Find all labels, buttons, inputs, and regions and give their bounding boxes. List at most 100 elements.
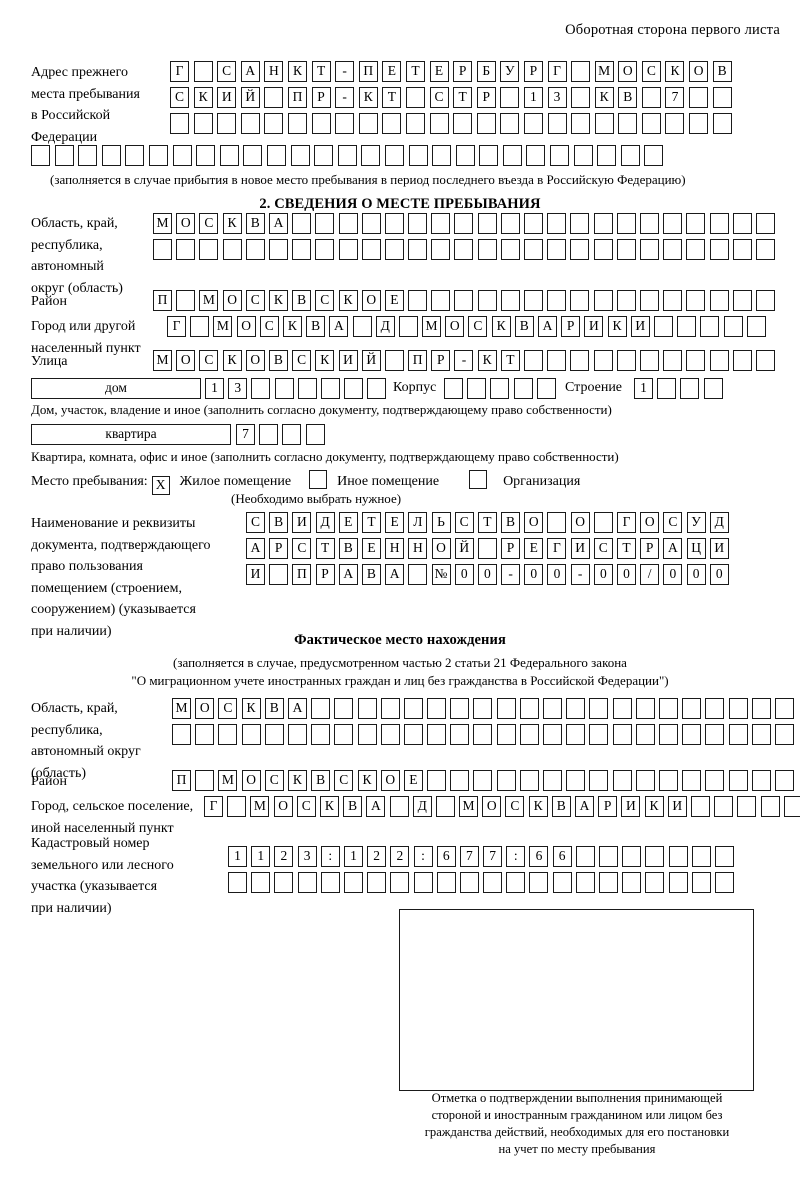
char-cell[interactable] [384,145,404,166]
char-cell[interactable] [269,564,289,585]
char-cell[interactable] [728,724,748,745]
char-cell[interactable] [547,239,567,260]
char-cell[interactable]: К [222,350,242,371]
char-cell[interactable] [519,770,539,791]
char-cell[interactable] [473,698,493,719]
char-cell[interactable] [343,872,363,893]
char-cell[interactable]: А [385,564,405,585]
char-cell[interactable]: В [514,316,534,337]
char-cell[interactable]: С [217,61,237,82]
char-cell[interactable] [712,113,732,134]
char-cell[interactable] [483,872,503,893]
char-cell[interactable] [524,239,543,260]
char-cell[interactable]: С [292,538,312,559]
char-cell[interactable]: А [329,316,349,337]
char-cell[interactable]: К [644,796,664,817]
char-cell[interactable]: 3 [547,87,567,108]
char-cell[interactable] [54,145,74,166]
char-cell[interactable] [473,770,493,791]
char-cell[interactable]: К [491,316,511,337]
char-cell[interactable] [455,145,475,166]
char-cell[interactable] [524,213,543,234]
char-cell[interactable]: К [607,316,627,337]
char-cell[interactable]: Е [338,512,358,533]
char-cell[interactable] [566,724,586,745]
char-cell[interactable] [705,724,725,745]
char-cell[interactable] [663,213,683,234]
char-cell[interactable] [473,724,493,745]
char-cell[interactable]: Т [361,512,381,533]
char-cell[interactable]: С [199,213,219,234]
char-cell[interactable]: И [217,87,237,108]
char-cell[interactable] [431,239,451,260]
char-cell[interactable] [523,113,543,134]
char-cell[interactable] [172,145,192,166]
char-cell[interactable] [665,113,685,134]
char-cell[interactable] [367,872,387,893]
char-cell[interactable] [367,378,387,399]
char-cell[interactable] [575,846,595,867]
char-cell[interactable] [403,724,423,745]
char-cell[interactable] [593,290,613,311]
char-cell[interactable]: Д [412,796,432,817]
char-cell[interactable] [690,796,710,817]
char-cell[interactable]: Р [315,564,335,585]
char-cell[interactable]: И [667,796,687,817]
char-cell[interactable]: О [195,698,215,719]
char-cell[interactable] [390,872,410,893]
char-cell[interactable] [361,213,381,234]
char-cell[interactable]: С [292,350,312,371]
cadastral-row-2[interactable] [228,872,734,893]
char-cell[interactable]: О [241,770,261,791]
char-cell[interactable] [429,113,449,134]
char-cell[interactable] [479,145,499,166]
char-cell[interactable] [547,350,567,371]
char-cell[interactable] [543,770,562,791]
char-cell[interactable]: И [292,512,312,533]
char-cell[interactable] [573,145,593,166]
char-cell[interactable] [405,87,425,108]
char-cell[interactable]: В [338,538,358,559]
char-cell[interactable] [663,290,683,311]
char-cell[interactable] [657,378,677,399]
char-cell[interactable] [500,87,520,108]
char-cell[interactable] [732,350,752,371]
char-cell[interactable]: А [366,796,386,817]
char-cell[interactable]: № [431,564,451,585]
char-cell[interactable]: Р [453,61,473,82]
char-cell[interactable] [550,145,570,166]
char-cell[interactable] [612,698,632,719]
char-cell[interactable]: О [689,61,709,82]
char-cell[interactable] [641,87,661,108]
char-cell[interactable]: Н [264,61,284,82]
char-cell[interactable] [361,239,381,260]
char-cell[interactable] [240,113,260,134]
char-cell[interactable] [755,213,775,234]
char-cell[interactable]: В [269,512,289,533]
char-cell[interactable] [639,239,659,260]
char-cell[interactable]: Т [477,512,497,533]
char-cell[interactable]: П [408,350,428,371]
char-cell[interactable] [453,113,473,134]
char-cell[interactable] [709,290,729,311]
char-cell[interactable] [700,316,720,337]
stay-type-option-1-label[interactable]: Жилое помещение [179,474,292,489]
char-cell[interactable] [774,770,794,791]
char-cell[interactable]: П [172,770,191,791]
char-cell[interactable] [380,698,400,719]
char-cell[interactable] [645,846,665,867]
char-cell[interactable] [450,724,470,745]
char-cell[interactable] [297,378,317,399]
house-field-label-box[interactable]: дом [31,378,201,399]
char-cell[interactable]: О [273,796,293,817]
char-cell[interactable]: Р [501,538,521,559]
flat-field-label-box[interactable]: квартира [31,424,231,445]
char-cell[interactable] [599,846,618,867]
char-cell[interactable]: В [361,564,381,585]
char-cell[interactable] [444,378,463,399]
char-cell[interactable] [774,698,794,719]
char-cell[interactable] [593,239,613,260]
char-cell[interactable]: Н [385,538,405,559]
